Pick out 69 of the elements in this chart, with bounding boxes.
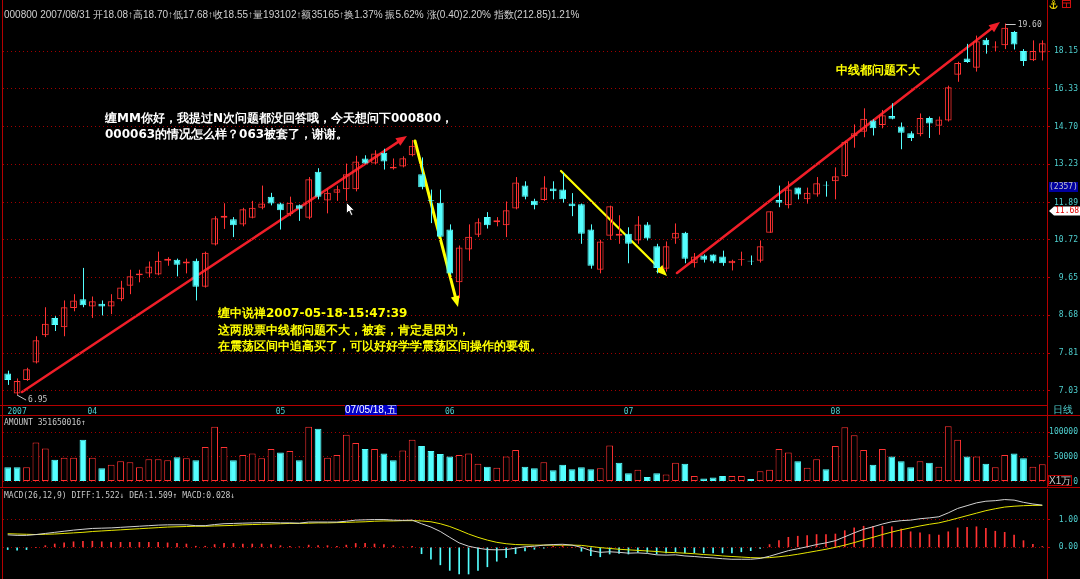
y-tick-label: 7.03: [1058, 386, 1079, 396]
y-tick-label: 13.23: [1053, 159, 1079, 169]
bar: [1020, 458, 1027, 481]
bar: [277, 452, 284, 481]
bar: [587, 469, 595, 481]
bar: [4, 467, 12, 481]
y-tick-label: 7.81: [1058, 348, 1079, 358]
y-axis-title: X1万: [1048, 475, 1073, 486]
y-tick-label: 9.65: [1058, 272, 1079, 282]
text: 000800 2007/08/31 开18.08↑高18.70↑低17.68↑收18.55↑量193102↑额35165↑换1.37% 振5.62% 涨(0.40)2.20% 指数(212.85)1.21%: [4, 9, 580, 20]
annotation: 这两股票中线都问题不大，被套，肯定是因为，在震荡区间中追高买了，可以好好学学震荡区间操作的要领。: [218, 322, 542, 353]
bar: [98, 468, 106, 481]
bar: [926, 462, 933, 481]
bar: [559, 464, 567, 481]
y-tick-label: 10.72: [1053, 234, 1079, 244]
y-tick-label: 100000: [1049, 427, 1079, 437]
candlestick: [653, 243, 661, 274]
bar: [897, 461, 905, 481]
chart-title: MACD(26,12,9) DIFF:1.522↓ DEA:1.509↑ MACD:0.028↓: [4, 490, 236, 501]
annotation: 07/05/18,五: [345, 404, 397, 415]
candlestick: [277, 202, 284, 231]
candlestick: [897, 122, 905, 150]
candlestick: [643, 221, 651, 241]
candlestick: [418, 156, 425, 190]
x-tick-label: 04: [87, 406, 98, 416]
candlestick: [963, 43, 971, 64]
text: 11.68: [1055, 206, 1080, 216]
text: (2357): [1049, 182, 1078, 191]
bar: [446, 456, 454, 481]
bar: [531, 468, 538, 481]
bar: [483, 466, 491, 481]
bar: [982, 463, 990, 481]
bar: [192, 460, 200, 481]
x-tick-label: 2007: [7, 406, 27, 416]
bar: [418, 446, 425, 481]
y-tick-label: 0: [1073, 476, 1079, 486]
x-tick-label: 07: [623, 406, 634, 416]
y-tick-label: 8.68: [1058, 310, 1079, 320]
bar: [578, 467, 585, 481]
bar: [436, 453, 444, 481]
candlestick: [559, 172, 567, 204]
candlestick: [775, 185, 783, 208]
text: 日线: [1053, 404, 1073, 415]
bar: [51, 459, 59, 481]
y-tick-label: 0.00: [1058, 542, 1079, 552]
bar: [230, 460, 237, 481]
candlestick: [625, 226, 632, 264]
annotation: 缠MM你好，我提过N次问题都没回答哦，今天想问下000800，000063的情况怎么样？063被套了，谢谢。: [105, 111, 454, 141]
candlestick: [549, 180, 557, 200]
y-tick-label: 50000: [1053, 451, 1079, 461]
annotation: 中线都问题不大: [836, 63, 920, 77]
candlestick: [230, 216, 237, 238]
annotation: 19.60: [1017, 19, 1042, 29]
x-tick-label: 08: [830, 406, 841, 416]
bar: [389, 460, 397, 481]
y-tick-label: 16.33: [1053, 84, 1079, 94]
bar: [907, 467, 915, 481]
annotation: 缠中说禅2007-05-18-15:47:39: [218, 306, 408, 320]
x-tick-label: 06: [444, 406, 455, 416]
y-tick-label: 11.89: [1053, 197, 1079, 207]
x-tick-label: 05: [275, 406, 286, 416]
bar: [295, 460, 303, 481]
bar: [888, 456, 896, 481]
annotation: 6.95: [28, 395, 48, 405]
chart-title: AMOUNT 351650016↑: [4, 417, 86, 428]
y-tick-label: 14.70: [1053, 121, 1079, 131]
bar: [794, 461, 802, 481]
y-tick-label: 18.15: [1053, 46, 1079, 56]
y-tick-label: 1.00: [1058, 514, 1079, 524]
